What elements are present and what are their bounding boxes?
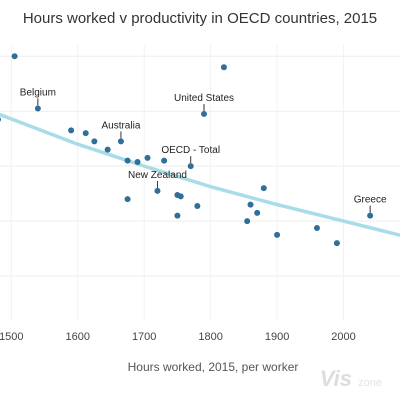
watermark-main: Vis — [319, 366, 353, 391]
point-label: Australia — [101, 120, 140, 131]
data-point — [201, 110, 207, 117]
data-point — [144, 154, 151, 161]
trend-line-group — [0, 112, 400, 237]
data-point — [82, 130, 89, 137]
chart-title: Hours worked v productivity in OECD coun… — [22, 10, 378, 27]
data-point — [333, 240, 340, 247]
x-tick-label: 1700 — [132, 331, 156, 343]
data-point — [91, 138, 98, 145]
data-point — [124, 157, 131, 164]
x-tick-label: 1500 — [0, 331, 24, 343]
data-point — [161, 157, 168, 164]
data-point — [104, 146, 111, 153]
point-label: New Zealand — [128, 170, 187, 181]
watermark-logo: Vis zone — [320, 366, 382, 392]
data-point — [244, 218, 251, 225]
x-axis-label: Hours worked, 2015, per worker — [128, 360, 299, 374]
data-point — [177, 193, 184, 200]
data-point — [194, 202, 201, 209]
x-tick-label: 1900 — [265, 331, 289, 343]
data-point — [247, 201, 254, 208]
data-point — [367, 212, 374, 219]
x-tick-label: 1800 — [198, 331, 222, 343]
data-point — [187, 163, 194, 170]
data-point — [174, 212, 181, 219]
data-points — [0, 53, 374, 247]
data-point — [254, 209, 261, 216]
data-point — [274, 231, 281, 238]
data-point — [134, 159, 141, 166]
data-point — [220, 64, 227, 71]
point-label: United States — [174, 93, 234, 104]
data-point — [154, 187, 161, 194]
trend-line — [0, 112, 400, 237]
point-label: OECD - Total — [161, 145, 220, 156]
data-point — [34, 105, 41, 112]
point-label: Belgium — [20, 87, 56, 98]
grid-lines — [0, 45, 400, 320]
data-point — [313, 224, 320, 231]
watermark-sub: zone — [358, 377, 382, 389]
data-point — [260, 185, 267, 192]
label-leaders — [37, 98, 371, 213]
x-tick-label: 1600 — [65, 331, 89, 343]
x-tick-label: 2000 — [331, 331, 355, 343]
point-label: Greece — [354, 195, 387, 206]
data-point — [68, 127, 75, 134]
x-tick-labels: 15001600170018001900200021 — [0, 331, 356, 343]
data-point — [124, 196, 131, 203]
data-point — [117, 138, 124, 145]
data-point — [0, 117, 1, 122]
data-point — [11, 53, 18, 60]
point-labels: Belgium United States Australia OECD - Tota… — [20, 87, 387, 205]
